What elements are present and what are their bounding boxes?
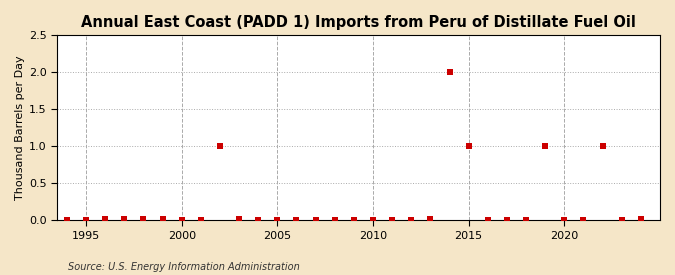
Point	[540, 144, 551, 148]
Text: Source: U.S. Energy Information Administration: Source: U.S. Energy Information Administ…	[68, 262, 299, 272]
Point	[329, 218, 340, 222]
Point	[138, 217, 148, 221]
Point	[520, 218, 531, 222]
Point	[234, 217, 244, 221]
Point	[425, 217, 436, 221]
Point	[368, 218, 379, 222]
Point	[635, 217, 646, 221]
Point	[215, 144, 225, 148]
Point	[502, 218, 512, 222]
Point	[43, 218, 53, 222]
Point	[463, 144, 474, 148]
Point	[310, 218, 321, 222]
Point	[119, 217, 130, 221]
Point	[444, 70, 455, 75]
Point	[578, 218, 589, 222]
Point	[406, 218, 416, 222]
Point	[176, 218, 187, 222]
Point	[80, 218, 91, 222]
Point	[559, 218, 570, 222]
Point	[100, 217, 111, 221]
Point	[157, 217, 168, 221]
Point	[348, 218, 359, 222]
Point	[291, 218, 302, 222]
Y-axis label: Thousand Barrels per Day: Thousand Barrels per Day	[15, 56, 25, 200]
Title: Annual East Coast (PADD 1) Imports from Peru of Distillate Fuel Oil: Annual East Coast (PADD 1) Imports from …	[81, 15, 636, 30]
Point	[483, 218, 493, 222]
Point	[196, 218, 207, 222]
Point	[616, 218, 627, 222]
Point	[597, 144, 608, 148]
Point	[272, 218, 283, 222]
Point	[61, 218, 72, 222]
Point	[387, 218, 398, 222]
Point	[253, 218, 264, 222]
